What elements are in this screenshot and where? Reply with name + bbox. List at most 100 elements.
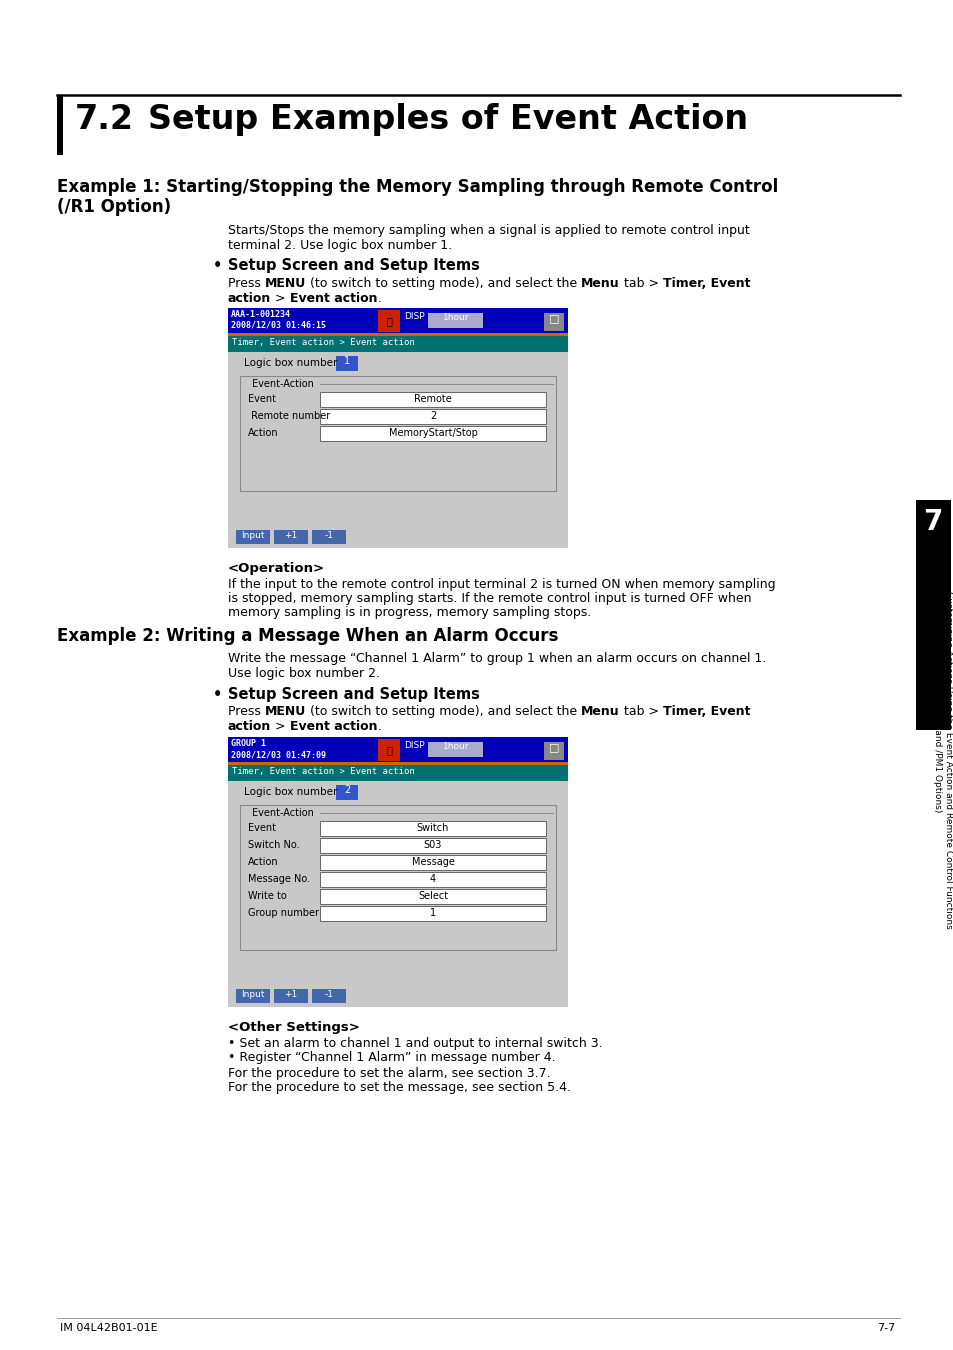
Text: Logic box number: Logic box number — [244, 358, 337, 369]
Text: Starts/Stops the memory sampling when a signal is applied to remote control inpu: Starts/Stops the memory sampling when a … — [228, 224, 749, 238]
Text: Example 2: Writing a Message When an Alarm Occurs: Example 2: Writing a Message When an Ala… — [57, 626, 558, 645]
Text: 🥁: 🥁 — [386, 316, 392, 325]
Bar — [228, 765, 567, 782]
Bar — [319, 855, 545, 869]
Text: 2008/12/03 01:47:09: 2008/12/03 01:47:09 — [231, 751, 326, 759]
Text: Write to: Write to — [248, 891, 287, 900]
Text: Menu: Menu — [580, 705, 619, 718]
Text: 1hour: 1hour — [442, 313, 469, 323]
Bar — [428, 743, 482, 757]
Text: Press: Press — [228, 705, 265, 718]
Text: □: □ — [548, 313, 558, 323]
Text: Example 1: Starting/Stopping the Memory Sampling through Remote Control: Example 1: Starting/Stopping the Memory … — [57, 178, 778, 196]
Text: 1: 1 — [344, 356, 350, 366]
Bar — [915, 500, 950, 730]
Text: Switch: Switch — [416, 824, 449, 833]
Text: Setup Screen and Setup Items: Setup Screen and Setup Items — [228, 687, 479, 702]
Bar — [274, 531, 308, 544]
Text: For the procedure to set the alarm, see section 3.7.: For the procedure to set the alarm, see … — [228, 1066, 550, 1080]
Text: terminal 2. Use logic box number 1.: terminal 2. Use logic box number 1. — [228, 239, 452, 252]
Text: Event: Event — [248, 394, 275, 404]
Text: □: □ — [548, 743, 558, 752]
Text: >: > — [271, 720, 290, 733]
Bar — [319, 409, 545, 424]
Text: Remote number: Remote number — [248, 410, 330, 421]
Text: Input: Input — [241, 990, 265, 999]
Text: Timer, Event: Timer, Event — [662, 277, 750, 290]
Text: • Register “Channel 1 Alarm” in message number 4.: • Register “Channel 1 Alarm” in message … — [228, 1052, 555, 1064]
Text: Select: Select — [417, 891, 448, 900]
Text: memory sampling is in progress, memory sampling stops.: memory sampling is in progress, memory s… — [228, 606, 591, 620]
Text: action: action — [228, 720, 271, 733]
Text: 1: 1 — [430, 909, 436, 918]
Text: is stopped, memory sampling starts. If the remote control input is turned OFF wh: is stopped, memory sampling starts. If t… — [228, 593, 751, 605]
Bar — [235, 990, 270, 1003]
Text: (/R1 Option): (/R1 Option) — [57, 198, 171, 216]
Text: 7-7: 7-7 — [876, 1323, 894, 1332]
Text: Customizing Actions Using the Event Action and Remote Control Functions
(/R1 and: Customizing Actions Using the Event Acti… — [932, 591, 952, 929]
Text: -1: -1 — [324, 990, 334, 999]
Text: AAA-1-001234: AAA-1-001234 — [231, 310, 291, 319]
Text: .: . — [376, 720, 381, 733]
Text: 7: 7 — [923, 508, 942, 536]
Bar — [228, 737, 567, 1007]
Bar — [228, 761, 567, 765]
Bar — [228, 333, 567, 336]
Text: Logic box number: Logic box number — [244, 787, 337, 796]
Text: action: action — [228, 292, 271, 305]
Bar — [428, 313, 482, 328]
Text: <Operation>: <Operation> — [228, 562, 325, 575]
Bar — [274, 990, 308, 1003]
Text: Message: Message — [411, 857, 454, 867]
Bar — [319, 427, 545, 441]
Text: Event: Event — [248, 824, 275, 833]
Bar — [319, 392, 545, 406]
Bar — [335, 356, 357, 371]
Bar — [228, 336, 567, 352]
Text: Event-Action: Event-Action — [252, 809, 314, 818]
Bar — [228, 308, 567, 336]
Text: 🥁: 🥁 — [386, 745, 392, 755]
Bar — [312, 990, 346, 1003]
Bar — [335, 784, 357, 801]
Text: Press: Press — [228, 277, 265, 290]
Text: IM 04L42B01-01E: IM 04L42B01-01E — [60, 1323, 157, 1332]
Text: +1: +1 — [284, 990, 297, 999]
Text: DISP: DISP — [403, 312, 424, 321]
Text: tab >: tab > — [619, 705, 662, 718]
Text: Switch No.: Switch No. — [248, 840, 299, 850]
Bar — [240, 805, 556, 950]
Text: Timer, Event action > Event action: Timer, Event action > Event action — [232, 767, 415, 776]
Text: •: • — [213, 687, 222, 702]
Text: Timer, Event action > Event action: Timer, Event action > Event action — [232, 338, 415, 347]
Bar — [319, 821, 545, 836]
Text: Input: Input — [241, 531, 265, 540]
Text: 2008/12/03 01:46:15: 2008/12/03 01:46:15 — [231, 321, 326, 329]
Text: tab >: tab > — [619, 277, 662, 290]
Text: 2: 2 — [430, 410, 436, 421]
Text: Event action: Event action — [290, 720, 376, 733]
Bar — [240, 377, 556, 491]
Bar — [319, 872, 545, 887]
Text: 1hour: 1hour — [442, 743, 469, 751]
Text: +1: +1 — [284, 531, 297, 540]
Text: Setup Examples of Event Action: Setup Examples of Event Action — [148, 103, 747, 136]
Text: MemoryStart/Stop: MemoryStart/Stop — [388, 428, 476, 437]
Text: For the procedure to set the message, see section 5.4.: For the procedure to set the message, se… — [228, 1081, 571, 1094]
Bar — [543, 743, 563, 760]
Text: Action: Action — [248, 428, 278, 437]
Text: GROUP 1: GROUP 1 — [231, 738, 266, 748]
Text: Group number: Group number — [248, 909, 318, 918]
Text: 2: 2 — [343, 784, 350, 795]
Text: Remote: Remote — [414, 394, 452, 404]
Text: Menu: Menu — [580, 277, 619, 290]
Text: -1: -1 — [324, 531, 334, 540]
Text: Message No.: Message No. — [248, 873, 310, 884]
Bar — [235, 531, 270, 544]
Text: Setup Screen and Setup Items: Setup Screen and Setup Items — [228, 258, 479, 273]
Bar — [228, 737, 567, 765]
Text: (to switch to setting mode), and select the: (to switch to setting mode), and select … — [306, 277, 580, 290]
Bar — [543, 313, 563, 331]
Text: MENU: MENU — [265, 277, 306, 290]
Text: Event action: Event action — [290, 292, 376, 305]
